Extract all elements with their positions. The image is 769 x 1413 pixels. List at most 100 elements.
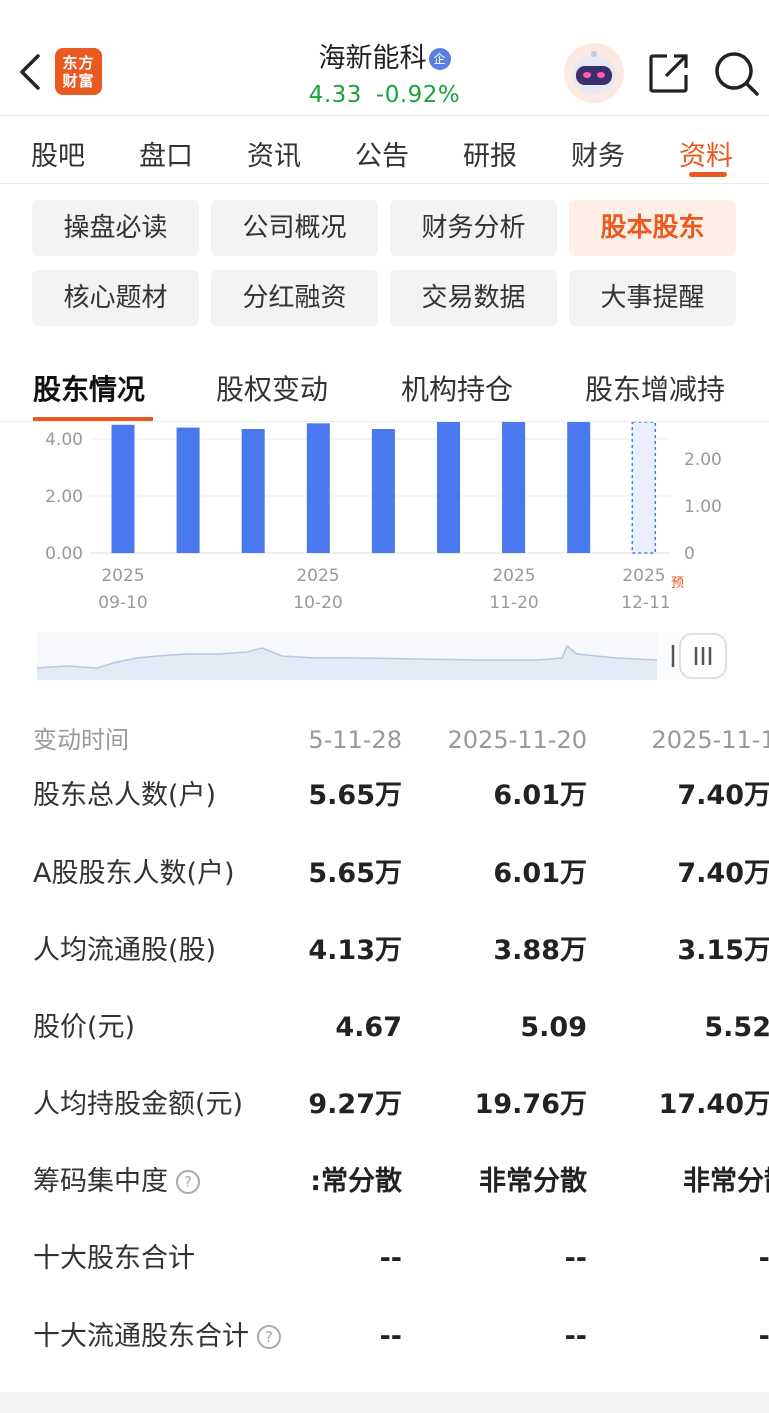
y-tick-left: 0.00 xyxy=(45,544,83,564)
row-value: 5.65万 xyxy=(308,780,402,811)
row-value: 7.40万 xyxy=(677,780,769,811)
date-column-header: 5-11-28 xyxy=(308,726,402,754)
x-tick-date: 10-20 xyxy=(293,593,342,613)
table-row: A股股东人数(户) 5.65万 6.01万 7.40万 xyxy=(0,846,769,902)
x-tick-year: 2025 xyxy=(492,566,535,586)
forecast-bar[interactable] xyxy=(631,422,657,554)
share-icon[interactable] xyxy=(647,51,691,95)
bar[interactable] xyxy=(502,422,526,553)
help-icon[interactable]: ? xyxy=(257,1325,281,1349)
bar[interactable] xyxy=(176,427,200,553)
row-value: -- xyxy=(758,1321,769,1352)
row-value: 3.88万 xyxy=(493,935,587,966)
section-divider xyxy=(0,421,769,422)
table-row: 十大流通股东合计? -- -- -- xyxy=(0,1309,769,1365)
forecast-tag: 预 xyxy=(671,576,684,591)
tab-research[interactable]: 研报 xyxy=(463,141,517,172)
row-label-with-help: 筹码集中度? xyxy=(33,1154,200,1210)
bar[interactable] xyxy=(306,423,330,553)
section-tab-indicator xyxy=(33,417,153,421)
row-value: 5.09 xyxy=(520,1012,587,1043)
header-label: 变动时间 xyxy=(33,726,129,754)
table-row: 人均流通股(股) 4.13万 3.88万 3.15万 xyxy=(0,923,769,979)
y-tick-right: 0 xyxy=(684,544,695,564)
row-label: 股东总人数(户) xyxy=(33,780,217,811)
row-value: 4.13万 xyxy=(308,935,402,966)
date-column-header: 2025-11-20 xyxy=(447,726,587,754)
sub-button-financial-analysis[interactable]: 财务分析 xyxy=(390,200,557,256)
sub-button-event-reminders[interactable]: 大事提醒 xyxy=(569,270,736,326)
x-tick-year: 2025 xyxy=(101,566,144,586)
row-value: 9.27万 xyxy=(308,1089,402,1120)
bar[interactable] xyxy=(567,422,591,553)
row-label: 十大流通股东合计 xyxy=(33,1321,249,1352)
row-value: -- xyxy=(379,1243,402,1274)
row-value: 6.01万 xyxy=(493,780,587,811)
tab-finance[interactable]: 财务 xyxy=(571,141,625,172)
row-label: 十大股东合计 xyxy=(33,1243,195,1274)
tab-news[interactable]: 资讯 xyxy=(247,141,301,172)
sub-button-company-overview[interactable]: 公司概况 xyxy=(211,200,378,256)
row-value: -- xyxy=(564,1321,587,1352)
row-value: 6.01万 xyxy=(493,858,587,889)
tab-pankou[interactable]: 盘口 xyxy=(139,141,193,172)
app-logo[interactable]: 东方 财富 xyxy=(55,48,102,95)
table-row: 筹码集中度? :常分散 非常分散 非常分散 xyxy=(0,1154,769,1210)
chart-range-slider[interactable] xyxy=(37,632,727,680)
row-value: 3.15万 xyxy=(677,935,769,966)
tab-announcements[interactable]: 公告 xyxy=(355,141,409,172)
bar[interactable] xyxy=(111,424,135,554)
table-row: 十大股东合计 -- -- -- xyxy=(0,1231,769,1287)
row-label: 人均持股金额(元) xyxy=(33,1089,244,1120)
sub-button-dividends-financing[interactable]: 分红融资 xyxy=(211,270,378,326)
stock-name-title: 海新能科企 xyxy=(0,36,769,75)
x-tick-year: 2025 xyxy=(622,566,665,586)
assistant-robot-icon[interactable] xyxy=(563,42,625,104)
table-row: 股东总人数(户) 5.65万 6.01万 7.40万 xyxy=(0,768,769,824)
bar[interactable] xyxy=(437,422,460,553)
section-tab-institutional-holdings[interactable]: 机构持仓 xyxy=(401,373,514,406)
row-value: 非常分散 xyxy=(683,1166,769,1197)
tab-profile[interactable]: 资料 xyxy=(679,141,733,172)
row-value: 17.40万 xyxy=(658,1089,769,1120)
x-tick-year: 2025 xyxy=(296,566,339,586)
row-value: 5.52 xyxy=(704,1012,769,1043)
sub-button-equity-shareholders[interactable]: 股本股东 xyxy=(569,200,736,256)
stock-quote: 4.33 -0.92% xyxy=(0,82,769,108)
bar[interactable] xyxy=(241,429,265,553)
section-tab-shareholders[interactable]: 股东情况 xyxy=(33,373,146,406)
back-arrow-icon[interactable] xyxy=(14,52,48,92)
main-tab-bar: 股吧 盘口 资讯 公告 研报 财务 资料 xyxy=(0,116,769,184)
row-value: :常分散 xyxy=(310,1166,402,1197)
bar[interactable] xyxy=(371,429,395,553)
row-label: 股价(元) xyxy=(33,1012,136,1043)
row-value: 19.76万 xyxy=(474,1089,587,1120)
enterprise-badge-icon: 企 xyxy=(428,48,451,70)
top-bar: 东方 财富 海新能科企 4.33 -0.92% xyxy=(0,0,769,116)
table-row: 股价(元) 4.67 5.09 5.52 xyxy=(0,1000,769,1056)
help-icon[interactable]: ? xyxy=(176,1170,200,1194)
search-icon[interactable] xyxy=(712,49,760,97)
sub-button-core-themes[interactable]: 核心题材 xyxy=(32,270,199,326)
tab-guba[interactable]: 股吧 xyxy=(31,141,85,172)
y-tick-right: 1.00 xyxy=(684,497,722,517)
stock-change-pct: -0.92% xyxy=(375,82,461,108)
section-tab-equity-changes[interactable]: 股权变动 xyxy=(216,373,329,406)
date-column-header: 2025-11-10 xyxy=(651,726,769,754)
section-tab-holder-changes[interactable]: 股东增减持 xyxy=(585,373,726,406)
table-header-row: 变动时间 5-11-28 2025-11-20 2025-11-10 xyxy=(0,712,769,768)
logo-line-2: 财富 xyxy=(62,72,95,90)
bar-series xyxy=(111,422,657,554)
x-tick-date: 09-10 xyxy=(98,593,147,613)
sub-button-trading-must-read[interactable]: 操盘必读 xyxy=(32,200,199,256)
stock-price: 4.33 xyxy=(308,82,362,108)
row-value: 4.67 xyxy=(335,1012,402,1043)
row-label-with-help: 十大流通股东合计? xyxy=(33,1309,281,1365)
row-value: -- xyxy=(564,1243,587,1274)
y-tick-left: 4.00 xyxy=(45,430,83,450)
y-tick-right: 2.00 xyxy=(684,450,722,470)
sub-button-trading-data[interactable]: 交易数据 xyxy=(390,270,557,326)
row-label: A股股东人数(户) xyxy=(33,858,235,889)
x-tick-date: 12-11 xyxy=(621,593,670,613)
row-label: 筹码集中度 xyxy=(33,1166,168,1197)
